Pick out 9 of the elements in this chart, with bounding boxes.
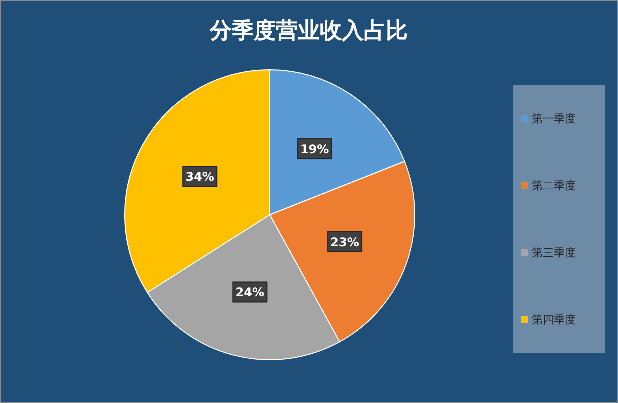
legend-label: 第二季度 (532, 180, 576, 192)
legend-label: 第四季度 (532, 314, 576, 326)
chart-title: 分季度营业收入占比 (209, 18, 408, 44)
data-label: 23% (330, 236, 360, 250)
legend-label: 第三季度 (532, 246, 576, 260)
data-label: 24% (236, 286, 265, 300)
legend-label: 第一季度 (532, 112, 576, 126)
data-label: 34% (186, 170, 214, 184)
data-label: 19% (300, 142, 330, 157)
